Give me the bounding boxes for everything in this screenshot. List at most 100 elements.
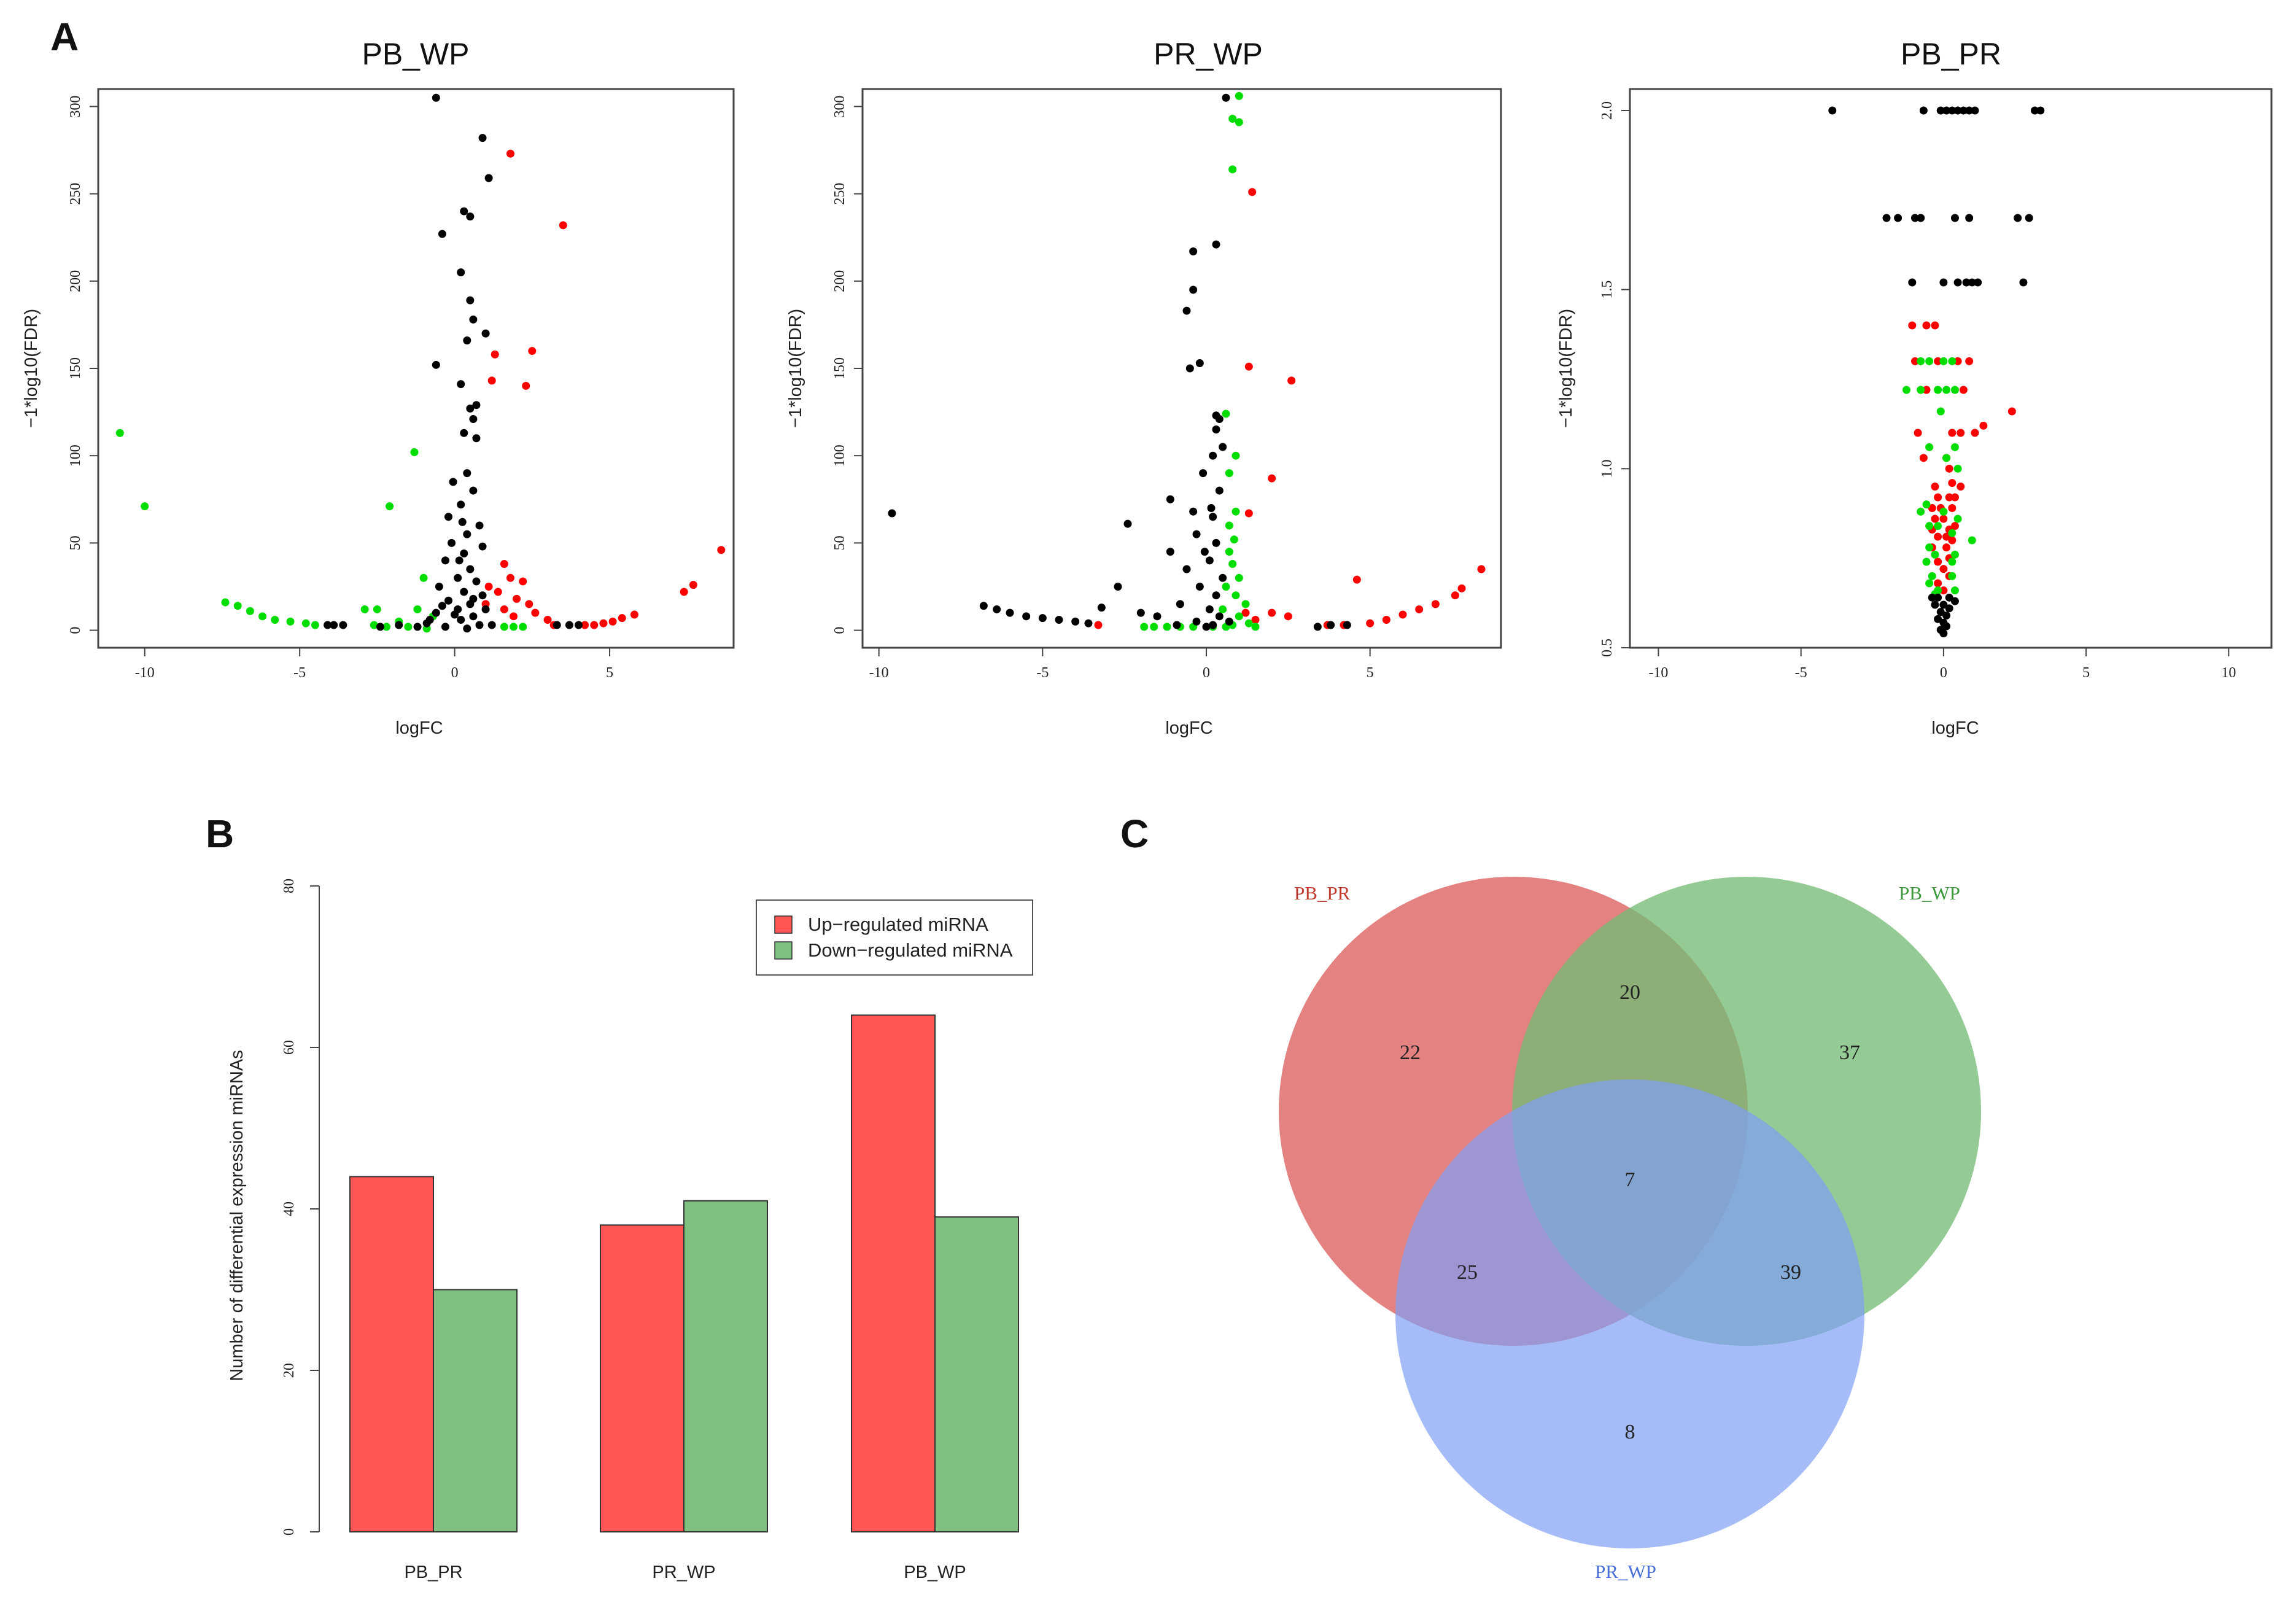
point-ns [565, 621, 573, 629]
point-ns [484, 174, 493, 182]
point-up [1948, 429, 1957, 437]
point-ns [1212, 240, 1220, 249]
point-down [1950, 550, 1959, 559]
point-ns [1942, 612, 1951, 619]
x-tick-label: -5 [1795, 665, 1807, 681]
y-tick-label: 100 [832, 445, 848, 467]
point-up [1942, 543, 1951, 552]
point-ns [472, 401, 481, 410]
point-ns [1953, 106, 1962, 115]
point-down [1939, 357, 1948, 365]
point-ns [475, 621, 484, 629]
x-tick-label: 5 [2082, 665, 2090, 681]
point-ns [1222, 93, 1230, 102]
bar-PB_PR-down [433, 1289, 518, 1532]
point-down [258, 612, 267, 621]
point-up [1948, 536, 1957, 545]
point-ns [435, 582, 443, 591]
point-down [1953, 464, 1962, 473]
y-tick-label: 200 [68, 270, 83, 292]
point-up [1366, 619, 1375, 627]
point-up [630, 610, 638, 619]
category-labels: PB_PR PR_WP PB_WP [404, 1563, 966, 1582]
point-up [1431, 600, 1440, 608]
point-ns [1962, 278, 1971, 287]
category-label: PB_WP [904, 1563, 966, 1582]
point-up [1934, 493, 1942, 502]
point-down [141, 502, 149, 511]
plot-frame [861, 88, 1502, 649]
point-down [382, 623, 391, 631]
point-up [1928, 504, 1936, 512]
point-ns [1195, 582, 1204, 591]
point-down [1950, 386, 1959, 394]
point-up [1939, 565, 1948, 573]
point-up [1945, 493, 1953, 502]
point-ns [1936, 106, 1945, 115]
point-up [1934, 357, 1942, 365]
point-ns [1219, 443, 1227, 451]
point-up [500, 560, 508, 568]
bar-chart: Number of differential expression miRNAs… [227, 879, 1033, 1582]
point-up [1244, 362, 1253, 371]
point-down [1235, 612, 1243, 621]
point-ns [1939, 600, 1948, 609]
point-ns [330, 621, 338, 629]
point-up [1965, 357, 1974, 365]
point-down [1225, 469, 1233, 478]
point-up [500, 605, 508, 613]
point-up [1931, 515, 1939, 523]
point-ns [466, 296, 475, 305]
point-ns [553, 621, 561, 629]
point-down [1235, 573, 1243, 582]
point-ns [1313, 623, 1322, 631]
point-down [1917, 507, 1925, 516]
point-ns [1928, 593, 1936, 602]
venn-count-all-three: 7 [1625, 1168, 1635, 1191]
point-up [522, 381, 530, 390]
point-up [1950, 522, 1959, 530]
point-ns [1945, 604, 1953, 613]
y-tick-label: 1.0 [1599, 459, 1615, 478]
point-ns [1942, 622, 1951, 631]
plot-title: PR_WP [1154, 37, 1263, 71]
point-down [1925, 522, 1934, 530]
x-tick-label: 0 [1940, 665, 1947, 681]
point-ns [1200, 548, 1209, 556]
point-down [286, 617, 295, 626]
y-tick-label: 150 [68, 357, 83, 379]
y-tick-label: 100 [68, 445, 83, 467]
point-ns [466, 404, 475, 413]
point-ns [2031, 106, 2039, 115]
point-down [373, 605, 381, 613]
point-down [1219, 605, 1227, 613]
point-ns [466, 565, 475, 573]
point-ns [469, 414, 478, 423]
y-tick-label: 300 [832, 95, 848, 117]
plot-title: PB_PR [1901, 37, 2001, 71]
point-ns [1939, 629, 1948, 638]
point-up [1934, 579, 1942, 588]
point-up [513, 594, 521, 603]
point-up [1919, 454, 1928, 462]
point-up [581, 621, 589, 629]
legend-swatch-up [774, 915, 793, 934]
point-up [1971, 429, 1979, 437]
point-ns [449, 478, 457, 486]
point-ns [1038, 614, 1047, 623]
point-ns [1189, 285, 1198, 294]
point-down [419, 573, 428, 582]
point-down [1917, 386, 1925, 394]
x-ticks: -10 -5 0 5 10 [1648, 648, 2236, 681]
point-up [1945, 464, 1953, 473]
point-down [1917, 357, 1925, 365]
y-tick-label: 60 [281, 1040, 297, 1055]
point-ns [1215, 414, 1224, 423]
legend-box [756, 899, 1033, 976]
point-ns [1209, 451, 1217, 460]
point-ns [457, 268, 465, 277]
volcano-plot-pb-wp: PB_WP logFC −1*log10(FDR) -10 -5 0 5 0 50 100… [21, 37, 735, 738]
point-ns [469, 594, 478, 603]
point-up [717, 546, 726, 554]
